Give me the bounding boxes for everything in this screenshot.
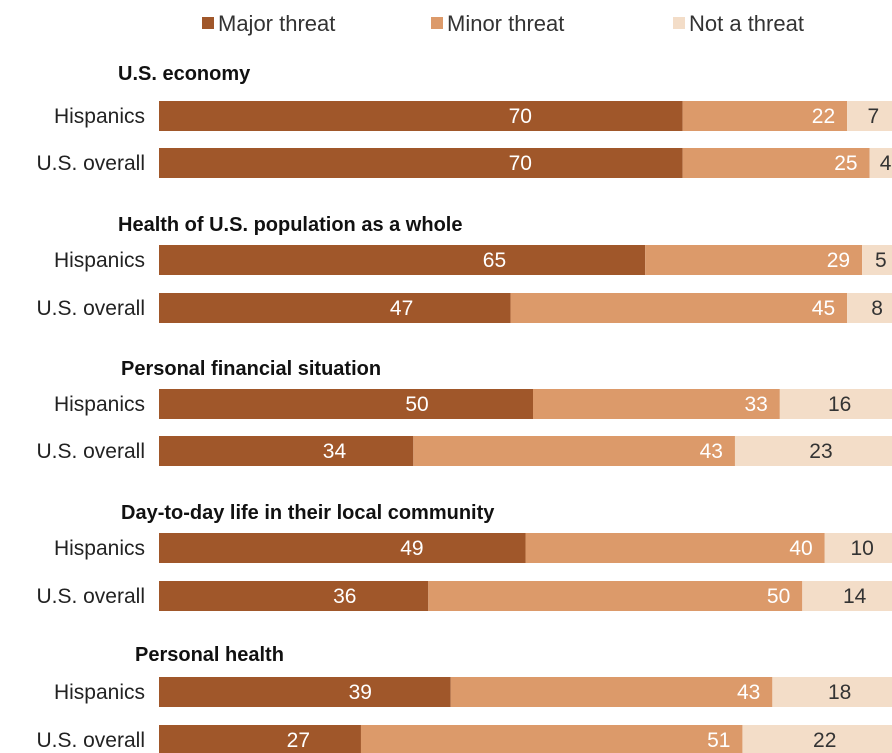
bar-segment-major-threat — [159, 148, 683, 178]
bar-segment-not-a-threat — [847, 101, 892, 131]
bar-segment-not-a-threat — [847, 293, 892, 323]
legend-label-not-a-threat: Not a threat — [689, 11, 804, 36]
data-label-minor-threat: 43 — [700, 440, 723, 463]
data-label-not-a-threat: 4 — [880, 152, 892, 175]
bar-segment-major-threat — [159, 533, 526, 563]
bar-segment-major-threat — [159, 101, 683, 131]
row-label: U.S. overall — [36, 440, 145, 463]
bar-segment-minor-threat — [413, 436, 735, 466]
bar-segment-not-a-threat — [824, 533, 892, 563]
data-label-minor-threat: 25 — [834, 152, 857, 175]
data-label-minor-threat: 50 — [767, 585, 790, 608]
bar-segment-major-threat — [159, 725, 361, 753]
legend-label-minor-threat: Minor threat — [447, 11, 564, 36]
bar-segment-not-a-threat — [802, 581, 892, 611]
bar-segment-not-a-threat — [869, 148, 892, 178]
data-label-major-threat: 34 — [323, 440, 347, 463]
group-title: U.S. economy — [118, 63, 251, 85]
data-label-major-threat: 50 — [405, 393, 428, 416]
legend-swatch-not-a-threat — [673, 17, 685, 29]
row-label: Hispanics — [54, 393, 145, 416]
data-label-major-threat: 70 — [509, 152, 532, 175]
bar-segment-not-a-threat — [772, 677, 892, 707]
data-label-major-threat: 70 — [509, 105, 532, 128]
data-label-major-threat: 49 — [400, 537, 423, 560]
group-title: Health of U.S. population as a whole — [118, 214, 462, 236]
bar-segment-minor-threat — [533, 389, 780, 419]
bar-segment-not-a-threat — [734, 436, 892, 466]
group-title: Day-to-day life in their local community — [121, 502, 495, 524]
bar-segment-minor-threat — [682, 101, 848, 131]
data-label-minor-threat: 43 — [737, 681, 760, 704]
bar-segment-not-a-threat — [742, 725, 892, 753]
data-label-not-a-threat: 23 — [809, 440, 832, 463]
bar-segment-minor-threat — [682, 148, 870, 178]
data-label-not-a-threat: 16 — [828, 393, 851, 416]
data-label-major-threat: 27 — [287, 729, 310, 752]
bar-segment-minor-threat — [360, 725, 743, 753]
bar-segment-major-threat — [159, 293, 511, 323]
data-label-minor-threat: 45 — [812, 297, 835, 320]
data-label-not-a-threat: 18 — [828, 681, 851, 704]
data-label-not-a-threat: 8 — [871, 297, 883, 320]
data-label-minor-threat: 51 — [707, 729, 730, 752]
bar-segment-major-threat — [159, 677, 451, 707]
data-label-minor-threat: 29 — [827, 249, 850, 272]
bar-segment-major-threat — [159, 245, 646, 275]
legend-swatch-major-threat — [202, 17, 214, 29]
data-label-not-a-threat: 5 — [875, 249, 887, 272]
data-label-major-threat: 65 — [483, 249, 506, 272]
row-label: Hispanics — [54, 249, 145, 272]
data-label-major-threat: 36 — [333, 585, 356, 608]
data-label-major-threat: 39 — [349, 681, 372, 704]
data-label-minor-threat: 33 — [744, 393, 767, 416]
data-label-minor-threat: 22 — [812, 105, 835, 128]
row-label: Hispanics — [54, 105, 145, 128]
data-label-not-a-threat: 14 — [843, 585, 867, 608]
bar-segment-minor-threat — [510, 293, 848, 323]
row-label: Hispanics — [54, 537, 145, 560]
row-label: U.S. overall — [36, 585, 145, 608]
bar-segment-major-threat — [159, 581, 429, 611]
bar-segment-minor-threat — [525, 533, 825, 563]
legend-label-major-threat: Major threat — [218, 11, 335, 36]
group-title: Personal financial situation — [121, 358, 381, 380]
group-title: Personal health — [135, 644, 284, 666]
bar-segment-major-threat — [159, 436, 414, 466]
legend-swatch-minor-threat — [431, 17, 443, 29]
bar-segment-minor-threat — [645, 245, 863, 275]
bar-segment-minor-threat — [428, 581, 803, 611]
data-label-not-a-threat: 7 — [867, 105, 879, 128]
data-label-not-a-threat: 22 — [813, 729, 836, 752]
bar-segment-not-a-threat — [779, 389, 892, 419]
bar-segment-major-threat — [159, 389, 533, 419]
row-label: U.S. overall — [36, 729, 145, 752]
row-label: Hispanics — [54, 681, 145, 704]
row-label: U.S. overall — [36, 152, 145, 175]
bar-segment-minor-threat — [450, 677, 773, 707]
data-label-minor-threat: 40 — [789, 537, 812, 560]
data-label-major-threat: 47 — [390, 297, 413, 320]
bar-segment-not-a-threat — [862, 245, 892, 275]
row-label: U.S. overall — [36, 297, 145, 320]
data-label-not-a-threat: 10 — [850, 537, 873, 560]
